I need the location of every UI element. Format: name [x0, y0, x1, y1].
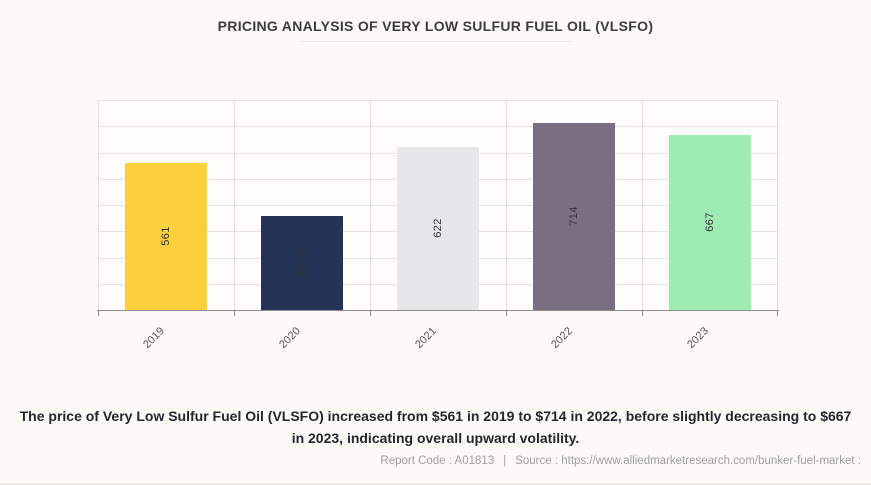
bar-value-label: 561: [160, 226, 172, 247]
bar-2021[interactable]: 622: [397, 146, 479, 310]
gridline-vertical: [506, 100, 507, 310]
footer-separator: |: [503, 455, 507, 467]
source-url-text: Source : https://www.alliedmarketresearc…: [515, 455, 861, 467]
bar-value-label: 357.5: [296, 248, 308, 278]
x-axis-tick: [234, 311, 235, 316]
x-axis-label-2022: 2022: [549, 325, 575, 351]
x-axis-label-2020: 2020: [277, 325, 303, 351]
gridline-horizontal: [98, 126, 778, 128]
bar-value-label: 667: [704, 212, 716, 233]
title-divider: [298, 41, 573, 42]
x-axis-tick: [642, 311, 643, 316]
bar-2023[interactable]: 667: [669, 134, 751, 310]
x-axis-label-2023: 2023: [685, 325, 711, 351]
chart-title: PRICING ANALYSIS OF VERY LOW SULFUR FUEL…: [217, 18, 654, 34]
report-code-text: Report Code : A01813: [380, 455, 495, 467]
bar-2019[interactable]: 561: [125, 162, 207, 310]
chart-caption: The price of Very Low Sulfur Fuel Oil (V…: [19, 408, 852, 446]
bar-value-label: 622: [432, 218, 444, 239]
report-footer: Report Code : A01813 | Source : https://ww…: [380, 455, 861, 467]
x-axis-line: [97, 310, 779, 311]
x-axis-label-2019: 2019: [141, 325, 167, 351]
x-axis-label-2021: 2021: [413, 325, 439, 351]
gridline-vertical: [642, 100, 643, 310]
bar-value-label: 714: [568, 206, 580, 227]
gridline-vertical: [370, 100, 371, 310]
x-axis-tick: [98, 311, 99, 316]
gridline-vertical: [777, 100, 778, 310]
x-axis-tick: [370, 311, 371, 316]
gridline-horizontal: [98, 100, 778, 101]
x-axis-tick: [777, 311, 778, 316]
gridline-vertical: [234, 100, 235, 310]
gridline-vertical: [98, 100, 99, 310]
bar-2022[interactable]: 714: [533, 122, 615, 310]
bar-2020[interactable]: 357.5: [261, 216, 343, 310]
x-axis-tick: [506, 311, 507, 316]
bar-chart-plot-area: 561 357.5 622 714 667: [98, 100, 778, 310]
